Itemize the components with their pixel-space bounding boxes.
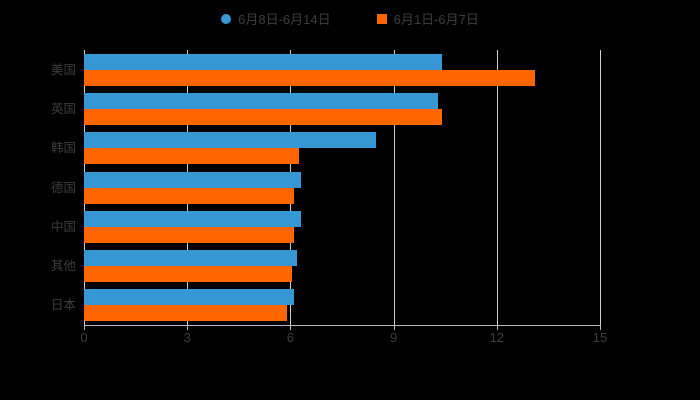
square-marker-icon xyxy=(376,14,387,24)
circle-marker-icon xyxy=(221,14,232,24)
bar-日本-series-2[interactable] xyxy=(84,305,287,322)
plot-area xyxy=(84,50,601,325)
x-axis-tick-mark-0 xyxy=(84,325,85,330)
gridline-x-9 xyxy=(393,50,395,325)
bar-韩国-series-1[interactable] xyxy=(84,132,377,149)
bar-日本-series-1[interactable] xyxy=(84,289,294,306)
x-axis-tick-6: 6 xyxy=(286,330,294,345)
legend-item-series-2[interactable]: 6月1日-6月7日 xyxy=(376,11,479,27)
y-axis-category-labels: 美国英国韩国德国中国其他日本 xyxy=(0,50,76,325)
bar-韩国-series-2[interactable] xyxy=(84,148,299,165)
y-axis-label-英国: 英国 xyxy=(50,101,76,116)
bar-德国-series-1[interactable] xyxy=(84,171,301,188)
bar-group-韩国 xyxy=(84,132,600,165)
x-axis-tick-mark-6 xyxy=(290,325,292,330)
bar-group-美国 xyxy=(84,53,600,86)
x-axis-tick-mark-15 xyxy=(600,325,601,330)
bar-美国-series-1[interactable] xyxy=(84,53,442,70)
legend-item-series-1[interactable]: 6月8日-6月14日 xyxy=(221,11,331,27)
y-axis-label-韩国: 韩国 xyxy=(50,141,76,156)
x-axis-tick-0: 0 xyxy=(80,330,88,345)
bar-group-其他 xyxy=(84,250,600,283)
x-axis-tick-labels: 0 3 6 9 12 15 xyxy=(0,325,700,354)
chart-legend: 6月8日-6月14日 6月1日-6月7日 xyxy=(0,6,700,32)
bar-其他-series-2[interactable] xyxy=(84,266,293,283)
legend-label-series-2: 6月1日-6月7日 xyxy=(393,11,479,27)
bar-中国-series-2[interactable] xyxy=(84,226,294,243)
x-axis-tick-12: 12 xyxy=(489,330,505,345)
gridline-x-12 xyxy=(496,50,498,325)
bar-group-中国 xyxy=(84,210,600,243)
x-axis-tick-mark-3 xyxy=(187,325,189,330)
y-axis-label-其他: 其他 xyxy=(50,259,76,274)
x-axis-tick-3: 3 xyxy=(183,330,191,345)
gridline-x-15 xyxy=(600,50,601,325)
y-axis-label-中国: 中国 xyxy=(50,219,76,234)
bar-其他-series-1[interactable] xyxy=(84,250,298,267)
bar-group-日本 xyxy=(84,289,600,322)
bar-英国-series-2[interactable] xyxy=(84,108,442,125)
bar-德国-series-2[interactable] xyxy=(84,187,294,204)
x-axis-line xyxy=(84,325,601,326)
y-axis-label-日本: 日本 xyxy=(50,298,76,313)
legend-label-series-1: 6月8日-6月14日 xyxy=(238,11,331,27)
bar-中国-series-1[interactable] xyxy=(84,210,301,227)
y-axis-label-德国: 德国 xyxy=(50,180,76,195)
bar-group-德国 xyxy=(84,171,600,204)
bar-group-英国 xyxy=(84,92,600,125)
x-axis-tick-mark-9 xyxy=(393,325,395,330)
x-axis-tick-9: 9 xyxy=(389,330,398,345)
x-axis-tick-mark-12 xyxy=(496,325,498,330)
bar-美国-series-2[interactable] xyxy=(84,69,535,86)
x-axis-tick-15: 15 xyxy=(592,330,608,345)
bar-英国-series-1[interactable] xyxy=(84,92,439,109)
y-axis-label-美国: 美国 xyxy=(50,62,76,77)
